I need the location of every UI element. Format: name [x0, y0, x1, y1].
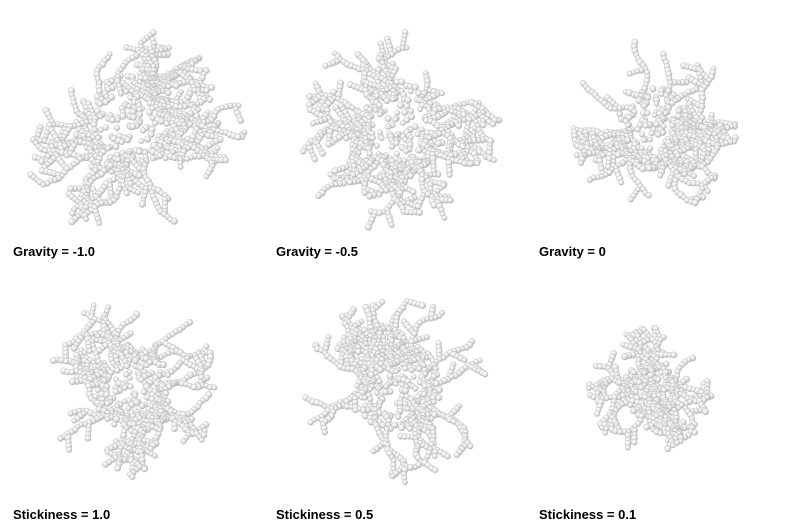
- dla-cluster-image: [50, 302, 218, 480]
- panel-caption: Gravity = -0.5: [276, 244, 359, 259]
- panel-stickiness-1: Stickiness = 1.0: [0, 263, 263, 526]
- panel-gravity-neg-1: Gravity = -1.0: [0, 0, 263, 263]
- dla-cluster-image: [27, 29, 248, 226]
- panel-stickiness-0-5: Stickiness = 0.5: [263, 263, 526, 526]
- dla-cluster-image: [585, 325, 715, 453]
- panel-caption: Stickiness = 1.0: [13, 507, 111, 522]
- panel-caption: Stickiness = 0.5: [276, 507, 374, 522]
- panel-caption: Stickiness = 0.1: [539, 507, 637, 522]
- panel-caption: Gravity = -1.0: [13, 244, 96, 259]
- panel-caption: Gravity = 0: [539, 244, 606, 259]
- panel-gravity-neg-0-5: Gravity = -0.5: [263, 0, 526, 263]
- panel-gravity-0: Gravity = 0: [526, 0, 789, 263]
- dla-cluster-image: [302, 298, 489, 485]
- dla-cluster-image: [299, 29, 503, 231]
- panel-stickiness-0-1: Stickiness = 0.1: [526, 263, 789, 526]
- dla-cluster-image: [570, 38, 739, 207]
